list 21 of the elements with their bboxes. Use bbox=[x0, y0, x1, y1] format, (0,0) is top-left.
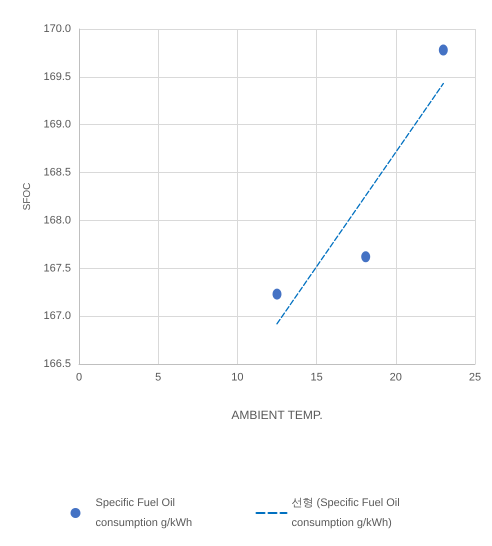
y-axis-title: SFOC bbox=[22, 182, 34, 210]
x-tick-label: 10 bbox=[231, 372, 244, 384]
y-tick-label: 170.0 bbox=[43, 23, 71, 35]
x-tick-label: 5 bbox=[155, 372, 162, 384]
x-axis-title: AMBIENT TEMP. bbox=[231, 408, 323, 422]
y-tick-label: 169.0 bbox=[43, 118, 71, 131]
y-tick-label: 168.0 bbox=[43, 214, 71, 226]
point bbox=[272, 288, 282, 300]
x-tick-label: 25 bbox=[468, 372, 482, 384]
y-tick-label: 168.5 bbox=[43, 166, 71, 179]
y-tick-label: 167.0 bbox=[43, 310, 71, 322]
y-tick-label: 166.5 bbox=[43, 358, 71, 370]
x-tick-label: 0 bbox=[76, 372, 82, 384]
point bbox=[438, 44, 448, 56]
point bbox=[361, 251, 370, 262]
y-tick-label: 169.5 bbox=[43, 70, 71, 83]
x-tick-label: 20 bbox=[390, 372, 402, 384]
y-tick-label: 167.5 bbox=[43, 262, 71, 274]
x-tick-label: 15 bbox=[310, 372, 323, 384]
legend-label: 선형 (Specific Fuel Oil consumption g/kWh) bbox=[292, 497, 403, 529]
legend-label: Specific Fuel Oil consumption g/kWh bbox=[96, 497, 192, 529]
